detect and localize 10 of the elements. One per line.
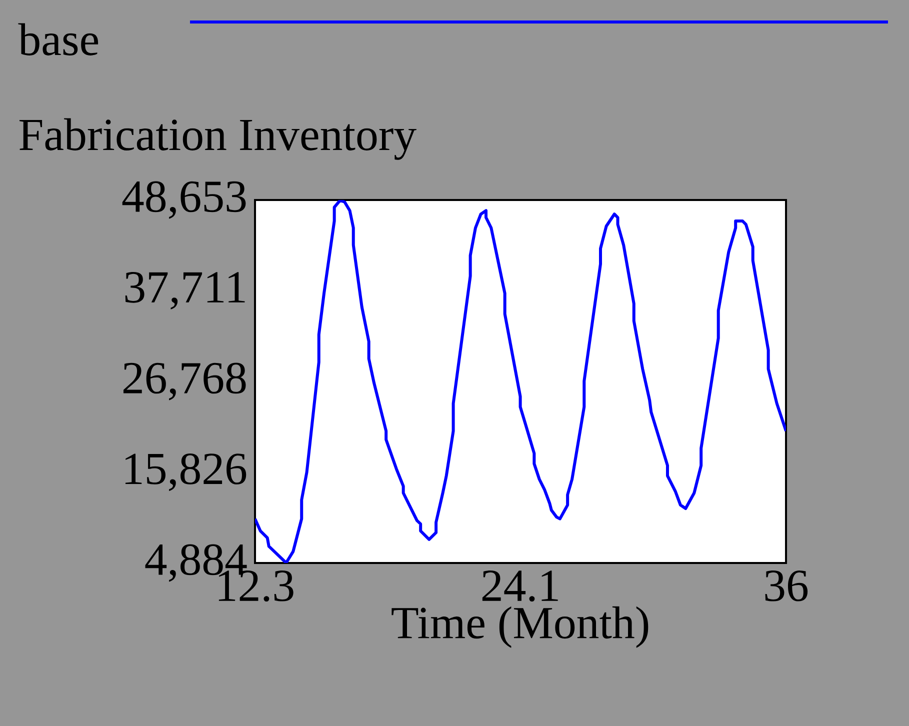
y-tick-label: 37,711: [125, 272, 245, 310]
x-axis-title: Time (Month): [392, 606, 648, 648]
x-tick-label: 36: [765, 570, 808, 602]
x-tick-label: 24.1: [482, 570, 558, 602]
chart-title: Fabrication Inventory: [20, 118, 416, 160]
line-series: [255, 200, 786, 563]
y-tick-label: 15,826: [125, 453, 246, 491]
text: base: [18, 23, 98, 56]
y-tick-label: 26,768: [123, 362, 246, 400]
y-tick-label: 48,653: [122, 181, 246, 219]
